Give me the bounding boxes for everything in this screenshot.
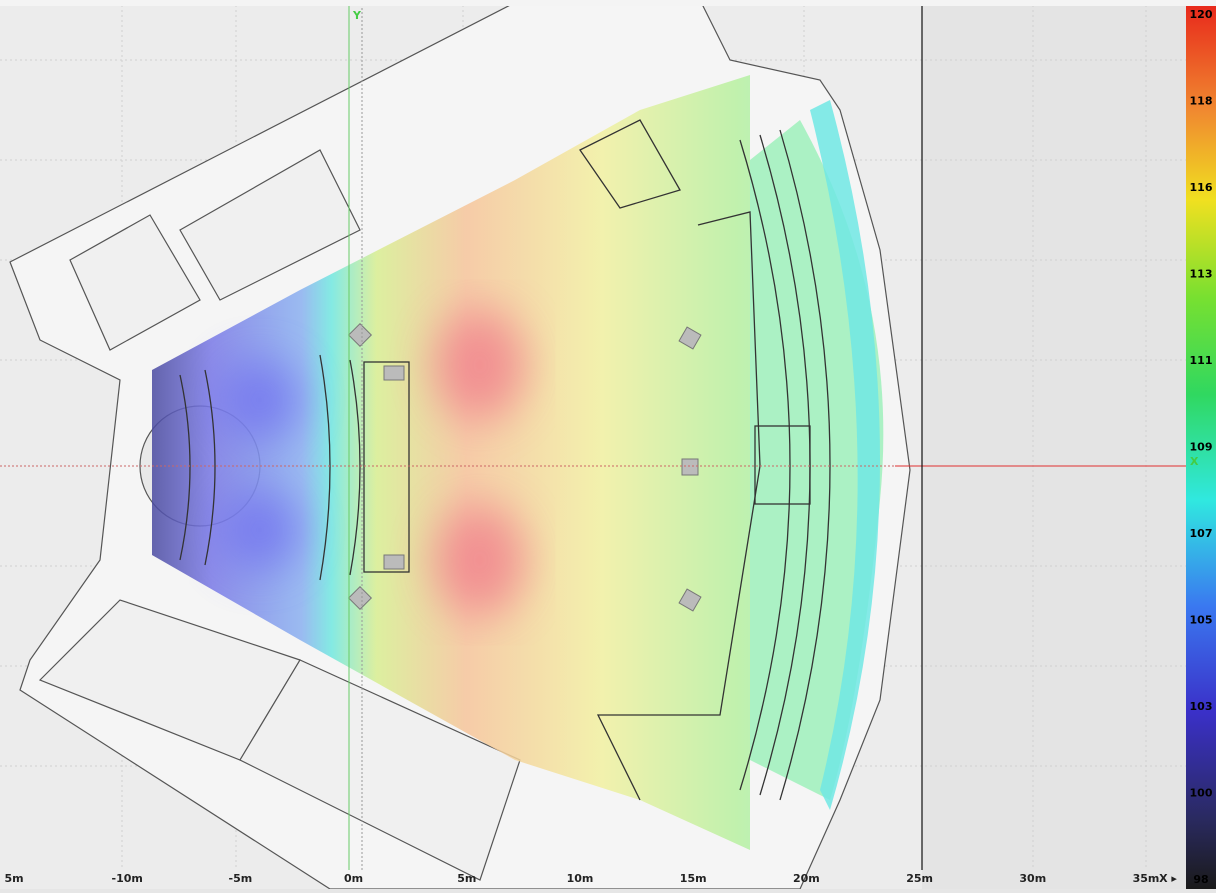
scale-label: 116 [1190,181,1213,194]
x-tick-label: 25m [906,872,933,885]
x-tick-label: 5m [4,872,23,885]
x-tick-label: -10m [112,872,143,885]
x-axis-end-label: X ▸ [1159,872,1177,885]
scale-label: 109 [1190,441,1213,454]
scale-label: 118 [1190,95,1213,108]
heat-map-edge [810,100,880,810]
scale-label: 111 [1190,354,1213,367]
x-tick-label: -5m [229,872,253,885]
x-tick-label: 20m [793,872,820,885]
scale-label: 98 [1193,873,1208,886]
x-tick-label: 0m [344,872,363,885]
scale-label: 120 [1190,8,1213,21]
scale-label: 107 [1190,527,1213,540]
x-axis-labels: 5m -10m -5m 0m 5m 10m 15m 20m 25m 30m 35m [4,872,1159,885]
y-axis-name: Y [352,9,362,22]
x-tick-label: 10m [567,872,594,885]
toolbar-strip [0,0,1216,6]
hot-spots [220,310,525,615]
x-axis-name: X [1190,455,1199,468]
speakers [347,322,702,612]
x-tick-label: 15m [680,872,707,885]
scale-label: 105 [1190,614,1213,627]
outside-area [922,0,1186,889]
x-tick-label: 30m [1019,872,1046,885]
scale-label: 103 [1190,700,1213,713]
color-scale [1186,6,1216,889]
x-tick-label: 5m [457,872,476,885]
scale-label: 100 [1190,787,1213,800]
color-scale-labels: 120 118 116 113 111 109 107 105 103 100 98 [1190,8,1213,886]
x-tick-label: 35m [1133,872,1160,885]
scale-label: 113 [1190,268,1213,281]
heat-map [152,75,750,850]
stage-lines [179,119,831,801]
